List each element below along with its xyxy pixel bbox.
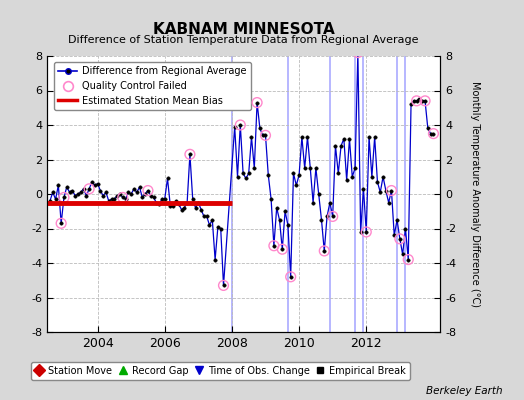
Point [185,151,194,158]
Point [421,98,429,104]
Y-axis label: Monthly Temperature Anomaly Difference (°C): Monthly Temperature Anomaly Difference (… [470,81,480,307]
Point [270,242,278,249]
Text: Berkeley Earth: Berkeley Earth [427,386,503,396]
Point [60,194,68,201]
Point [320,248,329,254]
Point [85,186,93,192]
Point [278,246,287,252]
Point [220,282,228,289]
Text: Difference of Station Temperature Data from Regional Average: Difference of Station Temperature Data f… [69,35,419,45]
Point [57,220,66,226]
Point [118,194,127,201]
Point [387,187,396,194]
Point [412,98,421,104]
Point [396,236,404,242]
Title: KABNAM MINNESOTA: KABNAM MINNESOTA [153,22,334,37]
Point [429,130,438,137]
Point [144,187,152,194]
Point [287,274,295,280]
Point [329,213,337,220]
Point [253,99,261,106]
Legend: Station Move, Record Gap, Time of Obs. Change, Empirical Break: Station Move, Record Gap, Time of Obs. C… [30,362,410,380]
Point [261,132,270,138]
Point [354,49,362,56]
Point [362,229,370,235]
Point [236,122,245,128]
Point [404,256,412,263]
